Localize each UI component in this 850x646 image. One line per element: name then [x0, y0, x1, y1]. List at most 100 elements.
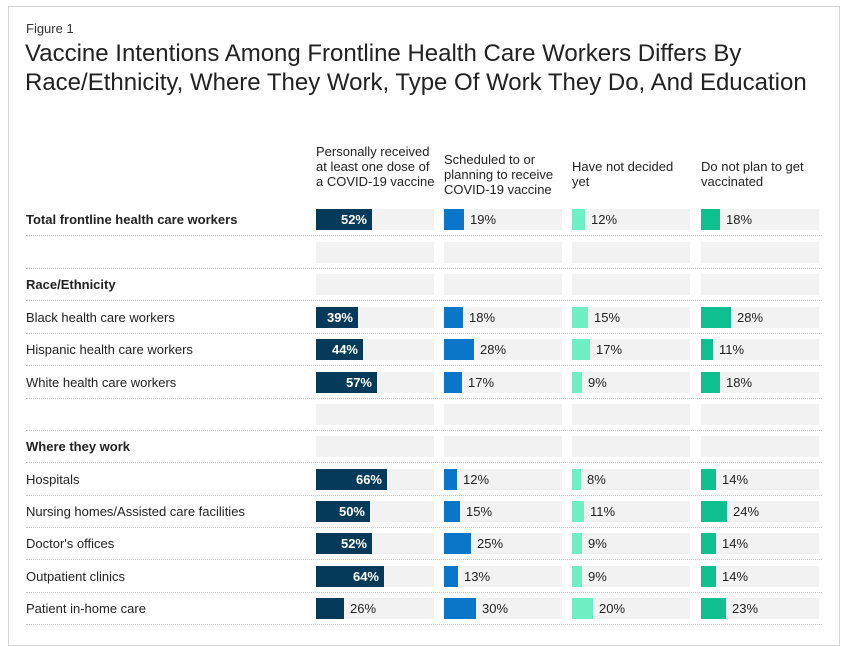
bar-track: 18% — [701, 209, 819, 230]
row-label: Doctor's offices — [26, 536, 115, 551]
data-label: 18% — [726, 375, 753, 390]
data-label: 50% — [338, 504, 365, 519]
data-label: 17% — [468, 375, 495, 390]
row-separator — [26, 333, 822, 334]
bar-3 — [572, 339, 590, 360]
bar-track: 52% — [316, 533, 434, 554]
bar-track: 15% — [444, 501, 562, 522]
bar-3 — [572, 598, 593, 619]
row-label: Hospitals — [26, 472, 80, 487]
bar-1 — [316, 307, 358, 328]
bar-4 — [701, 339, 713, 360]
data-label: 14% — [722, 472, 749, 487]
bar-track: 19% — [444, 209, 562, 230]
bar-track: 15% — [572, 307, 690, 328]
bar-2 — [444, 469, 457, 490]
data-label: 11% — [590, 504, 616, 519]
bar-track: 50% — [316, 501, 434, 522]
row-separator — [26, 495, 822, 496]
bar-track — [444, 274, 562, 295]
bar-track — [701, 274, 819, 295]
data-label: 25% — [477, 536, 504, 551]
row-separator — [26, 559, 822, 560]
column-header-2: Scheduled to or planning to receive COVI… — [444, 152, 554, 198]
bar-1 — [316, 501, 370, 522]
figure-label: Figure 1 — [26, 21, 74, 36]
bar-track — [444, 242, 562, 263]
bar-1 — [316, 598, 344, 619]
bar-2 — [444, 339, 474, 360]
bar-track — [572, 436, 690, 457]
data-label: 18% — [469, 310, 496, 325]
bar-track: 13% — [444, 566, 562, 587]
bar-3 — [572, 501, 584, 522]
row-separator — [26, 430, 822, 431]
bar-1 — [316, 566, 384, 587]
bar-track: 25% — [444, 533, 562, 554]
bar-track: 12% — [444, 469, 562, 490]
data-label: 57% — [345, 375, 372, 390]
bar-2 — [444, 533, 471, 554]
bar-1 — [316, 469, 387, 490]
bar-track: 9% — [572, 566, 690, 587]
bar-4 — [701, 209, 720, 230]
bar-3 — [572, 307, 588, 328]
bar-track: 14% — [701, 533, 819, 554]
bar-track — [701, 436, 819, 457]
data-label: 20% — [599, 601, 626, 616]
bar-track: 12% — [572, 209, 690, 230]
bar-3 — [572, 533, 582, 554]
row-label: Outpatient clinics — [26, 569, 125, 584]
bar-track — [316, 274, 434, 295]
bar-track: 39% — [316, 307, 434, 328]
bar-track: 8% — [572, 469, 690, 490]
row-label: Total frontline health care workers — [26, 212, 238, 227]
bar-4 — [701, 501, 727, 522]
row-separator — [26, 398, 822, 399]
row-separator — [26, 624, 822, 625]
bar-track: 14% — [701, 566, 819, 587]
data-label: 64% — [352, 569, 379, 584]
bar-track — [701, 242, 819, 263]
data-label: 18% — [726, 212, 753, 227]
bar-track: 20% — [572, 598, 690, 619]
section-header: Where they work — [26, 439, 131, 454]
column-header-1: Personally received at least one dose of… — [316, 144, 435, 190]
bar-1 — [316, 209, 372, 230]
data-label: 17% — [596, 342, 623, 357]
bar-track: 44% — [316, 339, 434, 360]
data-label: 15% — [466, 504, 493, 519]
bar-track: 18% — [444, 307, 562, 328]
row-separator — [26, 462, 822, 463]
row-separator — [26, 365, 822, 366]
bar-track — [572, 404, 690, 425]
row-separator — [26, 592, 822, 593]
bar-track: 30% — [444, 598, 562, 619]
data-label: 23% — [732, 601, 759, 616]
bar-2 — [444, 209, 464, 230]
data-label: 44% — [331, 342, 358, 357]
data-label: 12% — [591, 212, 618, 227]
bar-track: 14% — [701, 469, 819, 490]
data-label: 28% — [480, 342, 507, 357]
bar-4 — [701, 533, 716, 554]
bar-track: 11% — [572, 501, 690, 522]
row-separator — [26, 527, 822, 528]
data-label: 12% — [463, 472, 490, 487]
chart-title: Vaccine Intentions Among Frontline Healt… — [25, 40, 807, 96]
bar-4 — [701, 598, 726, 619]
bar-track: 26% — [316, 598, 434, 619]
bar-2 — [444, 372, 462, 393]
data-label: 28% — [737, 310, 764, 325]
bar-track: 17% — [572, 339, 690, 360]
bar-track: 17% — [444, 372, 562, 393]
row-label: Black health care workers — [26, 310, 175, 325]
bar-4 — [701, 372, 720, 393]
row-label: Hispanic health care workers — [26, 342, 193, 357]
data-label: 14% — [722, 569, 749, 584]
data-label: 9% — [588, 375, 607, 390]
data-label: 8% — [587, 472, 606, 487]
bar-track: 18% — [701, 372, 819, 393]
section-header: Race/Ethnicity — [26, 277, 116, 292]
bar-track: 66% — [316, 469, 434, 490]
